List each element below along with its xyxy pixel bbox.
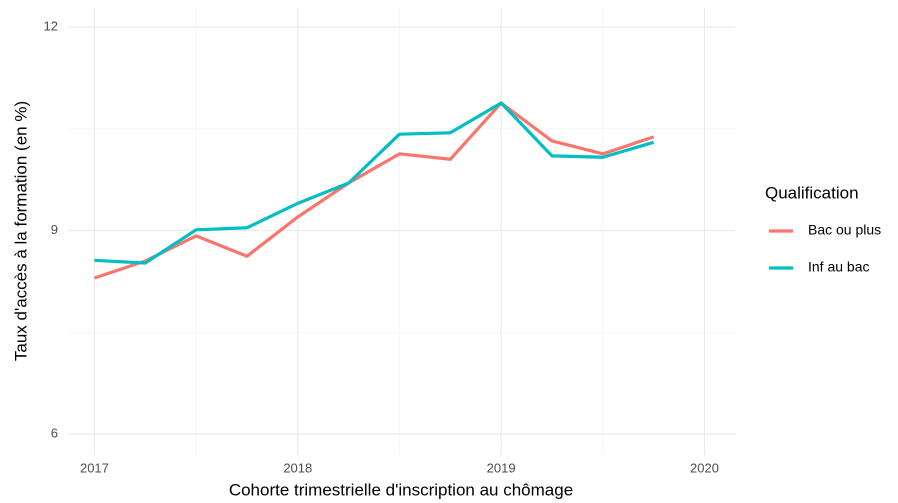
legend-label: Inf au bac xyxy=(808,259,870,275)
legend-label: Bac ou plus xyxy=(808,222,881,238)
y-tick-label: 9 xyxy=(51,222,58,237)
x-tick-label: 2017 xyxy=(80,460,109,475)
line xyxy=(94,101,655,265)
x-axis-title: Cohorte trimestrielle d'inscription au c… xyxy=(229,480,573,499)
x-tick-label: 2018 xyxy=(283,460,312,475)
x-tick-label: 2020 xyxy=(690,460,719,475)
y-tick-label: 12 xyxy=(44,18,58,33)
y-axis-title: Taux d'accès à la formation (en %) xyxy=(11,101,30,361)
legend-title: Qualification xyxy=(765,183,859,202)
y-tick-label: 6 xyxy=(51,425,58,440)
line xyxy=(93,101,655,280)
x-tick-label: 2019 xyxy=(487,460,516,475)
